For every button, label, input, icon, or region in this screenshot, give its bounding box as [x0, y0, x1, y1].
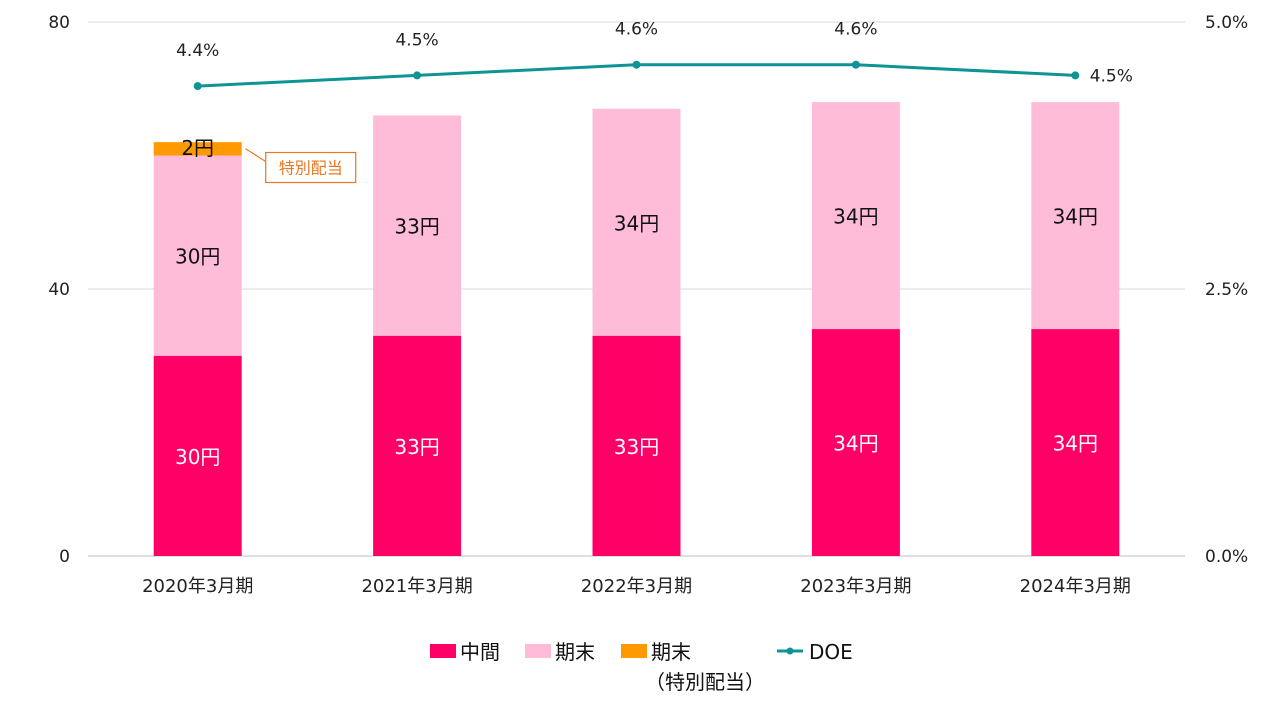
bar-segment — [373, 335, 462, 556]
legend-swatch — [621, 644, 647, 658]
bar-data-label: 33円 — [614, 435, 659, 459]
doe-point — [851, 60, 860, 69]
y-right-tick-label: 5.0% — [1205, 13, 1248, 33]
x-tick-label: 2020年3月期 — [142, 576, 253, 597]
bar-segment — [1031, 329, 1120, 556]
legend-swatch — [525, 644, 551, 658]
bar-segment — [153, 155, 242, 356]
bar-segment — [592, 335, 681, 556]
bar-segment — [592, 108, 681, 336]
bar-segment — [373, 115, 462, 336]
bar-data-label: 34円 — [1053, 205, 1098, 229]
bar-data-label: 34円 — [833, 205, 878, 229]
doe-data-label: 4.4% — [176, 41, 219, 61]
annotation-leader — [245, 148, 267, 163]
y-left-tick-label: 80 — [48, 13, 70, 33]
bar-data-label: 2円 — [181, 136, 214, 160]
annotation-box — [265, 151, 357, 184]
bar-data-label: 34円 — [833, 432, 878, 456]
bar-data-label: 30円 — [175, 245, 220, 269]
doe-point — [1071, 71, 1080, 80]
bar-data-label: 33円 — [394, 215, 439, 239]
y-left-tick-label: 40 — [48, 280, 70, 300]
legend-label: 期末 — [555, 640, 595, 664]
annotation-label: 特別配当 — [279, 159, 343, 178]
doe-data-label: 4.6% — [834, 20, 877, 40]
legend-label: 期末 — [651, 640, 691, 664]
legend-label: 中間 — [460, 640, 500, 664]
legend-label-line2: （特別配当） — [645, 670, 765, 694]
doe-data-label: 4.6% — [615, 20, 658, 40]
doe-point — [193, 82, 202, 91]
x-tick-label: 2021年3月期 — [361, 576, 472, 597]
doe-point — [413, 71, 422, 80]
bar-data-label: 34円 — [614, 211, 659, 235]
bar-segment — [153, 142, 242, 156]
y-left-tick-label: 0 — [59, 547, 70, 567]
y-right-tick-label: 2.5% — [1205, 280, 1248, 300]
doe-data-label: 4.5% — [1090, 66, 1133, 86]
legend-swatch — [430, 644, 456, 658]
bar-data-label: 30円 — [175, 445, 220, 469]
doe-data-label: 4.5% — [395, 30, 438, 50]
legend-swatch-marker — [786, 647, 794, 655]
x-tick-label: 2024年3月期 — [1020, 576, 1131, 597]
bar-segment — [153, 355, 242, 556]
bar-data-label: 33円 — [394, 435, 439, 459]
bar-segment — [811, 102, 900, 330]
y-right-tick-label: 0.0% — [1205, 547, 1248, 567]
x-tick-label: 2023年3月期 — [800, 576, 911, 597]
legend-label: DOE — [809, 640, 853, 664]
bar-data-label: 34円 — [1053, 432, 1098, 456]
bar-segment — [1031, 102, 1120, 330]
bar-segment — [811, 329, 900, 556]
doe-point — [632, 60, 641, 69]
x-tick-label: 2022年3月期 — [581, 576, 692, 597]
